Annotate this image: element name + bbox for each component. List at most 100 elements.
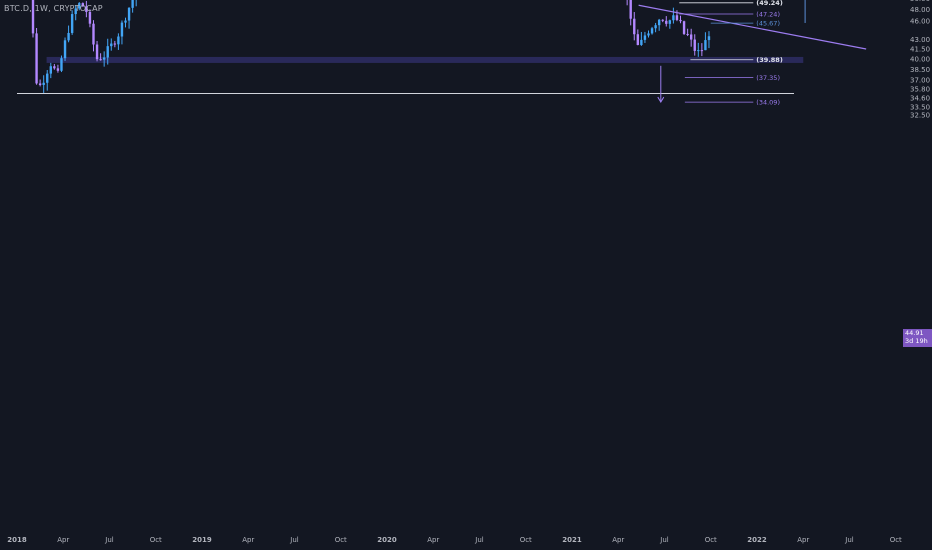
candle-body [700, 50, 704, 52]
x-tick-label: Oct [520, 536, 532, 544]
candle-body [633, 18, 636, 35]
candle-body [682, 21, 686, 34]
x-tick-label: Apr [797, 536, 809, 544]
candle-body [647, 33, 650, 36]
x-tick-label: Oct [150, 536, 162, 544]
level-label: (34.09) [756, 99, 780, 107]
candle-body [640, 39, 643, 45]
y-tick-label: 34.60 [910, 95, 930, 103]
current-price-value: 44.91 [905, 329, 924, 337]
x-tick-label: Jul [289, 536, 299, 544]
x-tick-label: Oct [705, 536, 717, 544]
descending-trendline [638, 4, 867, 50]
support-resistance-zone [46, 56, 804, 63]
y-tick-label: 50.00 [910, 0, 930, 3]
y-tick-label: 33.50 [910, 103, 930, 111]
candle-body [38, 83, 42, 85]
level-label: (47.24) [756, 10, 780, 18]
candle-body [120, 22, 124, 37]
candle-body [102, 57, 106, 60]
y-tick-label: 48.00 [910, 6, 930, 14]
candle-body [95, 44, 99, 60]
candle-body [693, 39, 696, 51]
candle-body [117, 36, 120, 45]
candle-body [643, 35, 647, 40]
x-tick-label: Oct [335, 536, 347, 544]
candle-body [704, 40, 707, 51]
candle-body [74, 8, 77, 15]
y-tick-label: 43.00 [910, 36, 930, 44]
candle-body [124, 20, 127, 23]
candle-body [56, 68, 60, 71]
candle-body [31, 0, 35, 34]
candle-body [629, 0, 632, 19]
candle-body [127, 7, 131, 21]
x-tick-label: Apr [427, 536, 439, 544]
x-tick-label: 2020 [377, 536, 397, 544]
y-tick-label: 37.00 [910, 77, 930, 85]
candle-body [686, 33, 689, 35]
candle-body [113, 43, 117, 45]
candle-body [46, 73, 49, 83]
x-tick-label: Oct [890, 536, 902, 544]
x-tick-label: Apr [242, 536, 254, 544]
x-tick-label: 2021 [562, 536, 582, 544]
x-tick-label: Jul [474, 536, 484, 544]
candle-body [70, 14, 74, 33]
x-tick-label: Jul [844, 536, 854, 544]
level-label: (49.24) [756, 0, 783, 7]
candle-body [60, 58, 63, 71]
target-down-arrowhead [657, 96, 665, 104]
y-tick-label: 38.50 [910, 66, 930, 74]
y-tick-label: 35.80 [910, 85, 930, 93]
candle-body [63, 40, 67, 59]
candle-body [657, 19, 661, 26]
symbol-title: BTC.D, 1W, CRYPTOCAP [4, 4, 103, 13]
y-tick-label: 46.00 [910, 18, 930, 26]
x-tick-label: Jul [104, 536, 114, 544]
candle-body [92, 23, 95, 45]
y-tick-label: 40.00 [910, 55, 930, 63]
level-label: (45.67) [756, 20, 780, 28]
candle-body [78, 3, 81, 9]
candle-body [679, 19, 682, 22]
candle-body [67, 32, 70, 41]
candle-body [661, 19, 664, 21]
candle-body [88, 11, 92, 24]
candle-body [665, 20, 668, 24]
candle-body [110, 43, 113, 47]
candle-body [131, 0, 134, 8]
level-label: (37.35) [756, 74, 780, 82]
candle-body [42, 82, 45, 85]
candle-body [81, 3, 85, 7]
y-tick-label: 41.50 [910, 46, 930, 54]
candle-body [675, 15, 679, 20]
x-tick-label: Apr [57, 536, 69, 544]
candle-body [707, 36, 711, 41]
x-tick-label: 2018 [7, 536, 27, 544]
candle-body [672, 15, 675, 21]
candle-body [689, 34, 693, 40]
candle-body [106, 46, 109, 58]
candle-body [650, 28, 654, 34]
candle-body [697, 50, 700, 52]
current-price-tag: 44.91 3d 19h [903, 329, 932, 347]
current-price-time: 3d 19h [905, 337, 928, 345]
plot-background [0, 0, 903, 535]
y-tick-label: 32.50 [910, 112, 930, 120]
candle-body [49, 66, 52, 74]
candle-body [35, 33, 38, 84]
candles [31, 0, 711, 93]
candle-body [636, 34, 640, 45]
x-tick-label: Jul [659, 536, 669, 544]
candle-body [668, 20, 672, 24]
candle-body [654, 25, 657, 29]
x-tick-label: 2019 [192, 536, 212, 544]
candle-body [53, 66, 56, 69]
x-tick-label: Apr [612, 536, 624, 544]
candle-body [85, 6, 88, 12]
candle-body [99, 59, 102, 61]
level-label: (39.88) [756, 56, 783, 64]
